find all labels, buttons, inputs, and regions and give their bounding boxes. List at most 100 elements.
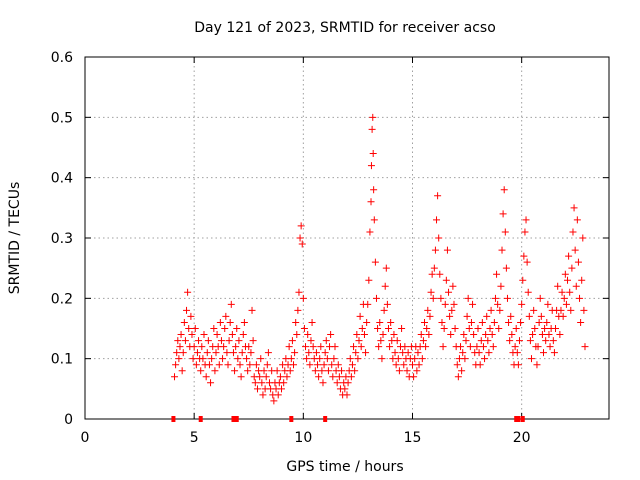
data-point: [490, 318, 498, 326]
data-point: [393, 337, 401, 345]
data-point: [292, 318, 300, 326]
y-tick-label: 0: [64, 412, 73, 428]
data-point: [246, 361, 254, 369]
data-point: [177, 331, 185, 339]
data-point: [566, 288, 574, 296]
data-point: [306, 361, 314, 369]
data-point: [518, 300, 526, 308]
y-axis-label: SRMTID / TECUs: [7, 182, 23, 295]
data-point: [187, 312, 195, 320]
data-point: [458, 367, 466, 375]
x-tick-label: 10: [294, 430, 312, 446]
y-tick-label: 0.1: [51, 352, 73, 368]
data-point: [243, 355, 251, 363]
data-point: [515, 337, 523, 345]
data-point: [198, 343, 206, 351]
data-point: [341, 385, 349, 393]
data-point: [240, 318, 248, 326]
data-point: [495, 325, 503, 332]
data-point: [439, 343, 447, 351]
data-point: [270, 397, 278, 405]
data-point: [523, 258, 531, 266]
data-point: [350, 343, 358, 351]
data-point: [499, 210, 507, 218]
data-point: [171, 373, 179, 381]
data-point: [543, 318, 551, 326]
data-point: [293, 331, 301, 339]
data-point: [369, 113, 377, 121]
data-point: [581, 343, 589, 351]
data-point: [443, 246, 451, 254]
data-point: [377, 337, 385, 345]
data-point: [437, 294, 445, 302]
data-point: [181, 337, 189, 345]
data-point: [302, 343, 310, 351]
data-point: [483, 312, 491, 320]
y-tick-labels: 0 0.1 0.2 0.3 0.4 0.5 0.6: [51, 50, 73, 428]
data-point: [391, 349, 399, 357]
data-point: [476, 361, 484, 369]
data-point: [297, 222, 305, 230]
data-point: [213, 331, 221, 339]
data-point: [501, 228, 509, 236]
data-point: [257, 355, 265, 363]
data-point: [448, 306, 456, 314]
data-point: [335, 373, 343, 381]
data-point: [466, 343, 474, 351]
data-point: [353, 331, 361, 339]
data-point: [229, 349, 237, 357]
data-point: [273, 367, 281, 375]
data-point: [351, 367, 359, 375]
data-point: [536, 294, 544, 302]
data-point: [529, 331, 537, 339]
x-tick-label: 5: [190, 430, 199, 446]
data-point: [358, 325, 366, 332]
data-point: [343, 391, 351, 399]
data-point: [362, 349, 370, 357]
data-point: [556, 331, 564, 339]
data-point: [524, 288, 532, 296]
data-point: [217, 337, 225, 345]
data-point: [378, 355, 386, 363]
data-point: [481, 355, 489, 363]
data-point: [263, 361, 271, 369]
data-point: [352, 349, 360, 357]
data-point: [569, 228, 577, 236]
data-point: [355, 337, 363, 345]
data-point: [489, 343, 497, 351]
data-point: [530, 306, 538, 314]
data-point: [552, 325, 560, 332]
data-point: [462, 337, 470, 345]
data-point: [449, 282, 457, 290]
data-point: [404, 349, 412, 357]
data-point: [315, 373, 323, 381]
data-point: [478, 318, 486, 326]
data-point: [421, 318, 429, 326]
data-point: [446, 312, 454, 320]
data-point: [370, 216, 378, 224]
data-point: [431, 246, 439, 254]
data-point: [299, 294, 307, 302]
data-point: [307, 337, 315, 345]
data-point: [390, 331, 398, 339]
data-point: [440, 325, 448, 332]
data-point: [222, 312, 230, 320]
data-point: [564, 276, 572, 284]
zero-point: [171, 416, 176, 422]
data-point: [314, 361, 322, 369]
data-point: [482, 331, 490, 339]
x-tick-labels: 0 5 10 15 20: [81, 430, 531, 446]
x-axis-label: GPS time / hours: [286, 459, 403, 475]
data-point: [374, 325, 382, 332]
data-point: [417, 331, 425, 339]
data-point: [204, 337, 212, 345]
data-point: [312, 349, 320, 357]
data-point: [463, 312, 471, 320]
data-point: [173, 349, 181, 357]
data-point: [409, 361, 416, 369]
data-point: [207, 379, 215, 387]
data-point: [278, 385, 285, 393]
data-point: [176, 343, 184, 351]
zero-point: [234, 416, 239, 422]
data-point: [238, 349, 246, 357]
